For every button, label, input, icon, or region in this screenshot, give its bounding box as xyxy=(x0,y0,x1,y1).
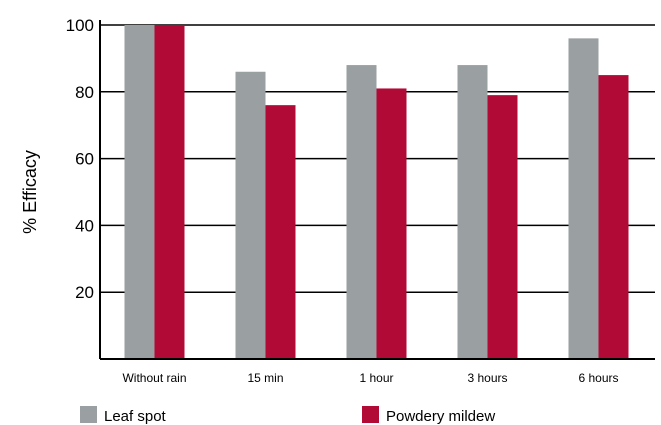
y-tick-label: 60 xyxy=(75,150,94,169)
legend-swatch xyxy=(362,406,379,423)
y-tick-labels: 20 40 60 80 100 xyxy=(66,16,94,302)
axes xyxy=(99,20,655,360)
bar-powdery-mildew xyxy=(598,75,629,359)
x-category-label: 3 hours xyxy=(467,371,507,385)
bar-powdery-mildew xyxy=(265,105,296,359)
bar-powdery-mildew xyxy=(487,95,518,359)
y-tick-label: 20 xyxy=(75,283,94,302)
y-tick-label: 80 xyxy=(75,83,94,102)
y-axis-title: % Efficacy xyxy=(20,150,40,234)
bar-leaf-spot xyxy=(457,65,488,359)
x-category-label: 6 hours xyxy=(578,371,618,385)
y-tick-label: 100 xyxy=(66,16,94,35)
x-category-labels: Without rain 15 min 1 hour 3 hours 6 hours xyxy=(122,371,618,385)
legend-label: Powdery mildew xyxy=(386,408,495,425)
bar-leaf-spot xyxy=(346,65,377,359)
bar-powdery-mildew xyxy=(154,25,185,359)
y-tick-label: 40 xyxy=(75,216,94,235)
bar-leaf-spot xyxy=(124,25,155,359)
legend: Leaf spot Powdery mildew xyxy=(80,406,495,425)
legend-swatch xyxy=(80,406,97,423)
bar-powdery-mildew xyxy=(376,88,407,360)
bar-leaf-spot xyxy=(568,38,599,360)
bar-leaf-spot xyxy=(235,71,266,359)
x-category-label: 15 min xyxy=(247,371,283,385)
legend-label: Leaf spot xyxy=(104,408,167,425)
x-category-label: Without rain xyxy=(122,371,186,385)
x-category-label: 1 hour xyxy=(359,371,393,385)
bars xyxy=(124,25,629,360)
